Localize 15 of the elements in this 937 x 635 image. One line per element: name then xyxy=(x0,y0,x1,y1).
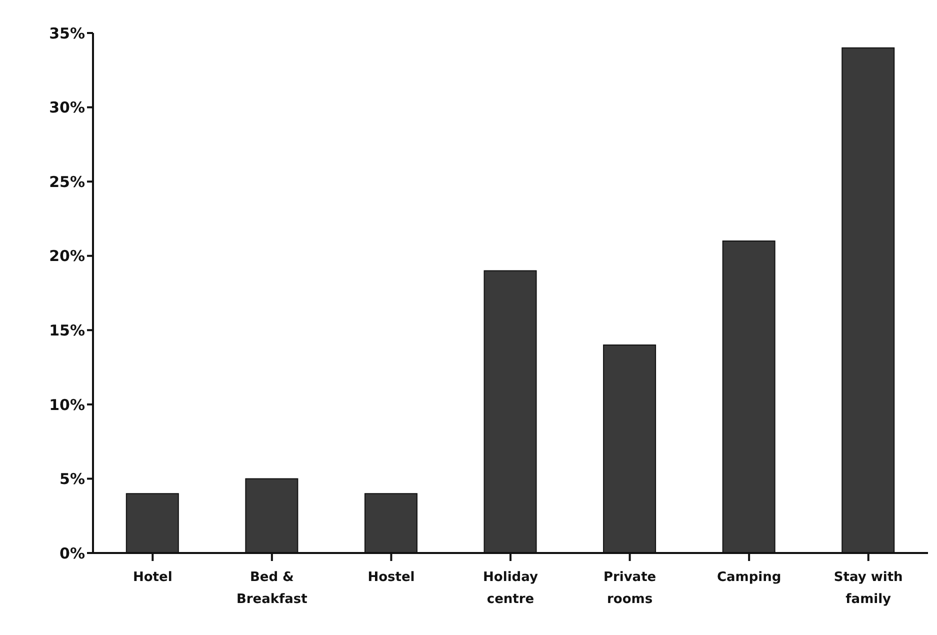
x-tick-label: Hostel xyxy=(368,570,415,585)
y-tick-label: 10% xyxy=(49,396,85,414)
x-tick-label: Holiday centre xyxy=(483,570,538,607)
y-tick-label: 5% xyxy=(60,470,85,488)
y-tick-label: 25% xyxy=(49,172,85,191)
y-tick-label: 0% xyxy=(60,544,85,562)
x-tick-label: Hotel xyxy=(132,570,172,585)
y-tick-label: 15% xyxy=(49,321,85,340)
y-tick-label: 35% xyxy=(49,24,85,42)
x-tick-label: Stay with family xyxy=(834,570,903,607)
x-tick-label: Private rooms xyxy=(603,570,656,607)
x-tick-label: Bed & Breakfast xyxy=(236,570,308,607)
y-tick-label: 30% xyxy=(49,98,85,117)
y-tick-label: 20% xyxy=(49,247,85,266)
x-tick-label: Camping xyxy=(716,570,782,585)
